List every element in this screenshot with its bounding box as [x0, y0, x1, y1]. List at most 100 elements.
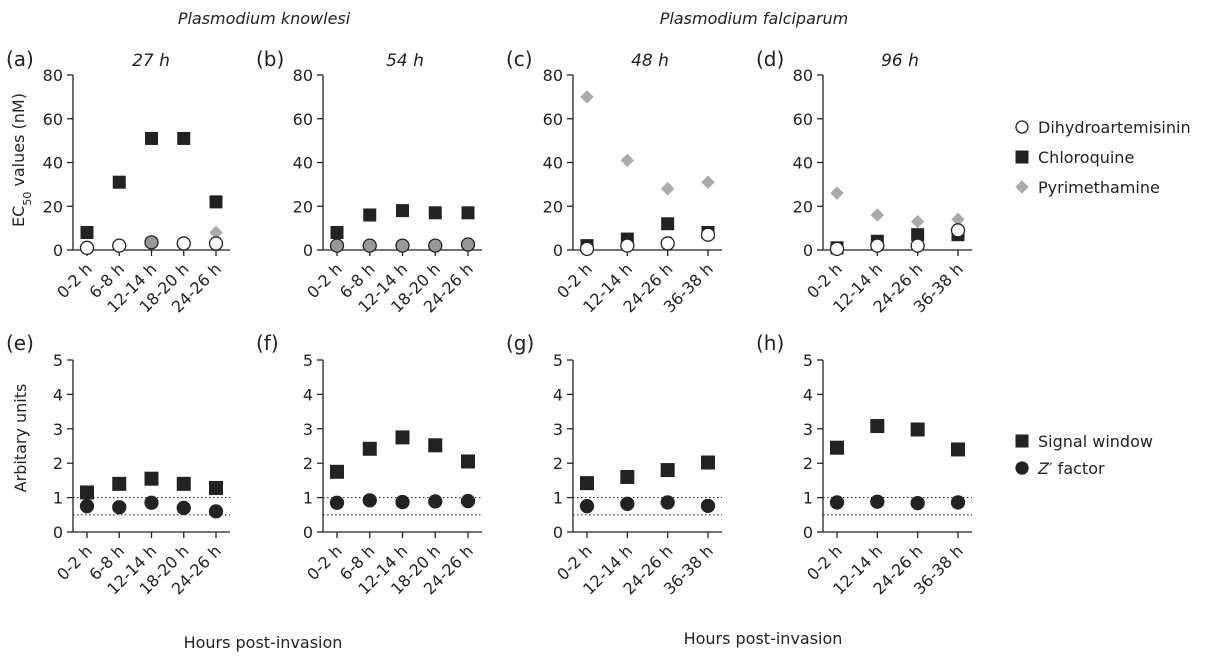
panel-title: 27 h — [132, 51, 170, 71]
x-tick-label: 0-2 h — [303, 541, 346, 584]
data-point — [329, 495, 345, 510]
y-tick-label: 0 — [553, 241, 563, 260]
panel-title: 48 h — [631, 51, 669, 71]
panel-label: (f) — [256, 331, 279, 355]
data-point — [395, 430, 410, 445]
y-tick-label: 0 — [553, 523, 563, 542]
data-point — [176, 500, 191, 516]
y-tick-label: 40 — [43, 154, 63, 173]
data-point — [660, 182, 675, 196]
data-point — [79, 499, 95, 514]
panel-label: (g) — [506, 331, 534, 355]
panel-label: (c) — [506, 47, 533, 71]
y-tick-label: 5 — [553, 351, 563, 370]
legend-bottom: Signal window Z′ factor — [1015, 432, 1153, 478]
axis-lines — [322, 75, 482, 251]
data-point — [951, 442, 965, 457]
data-point — [112, 175, 126, 189]
y-tick-label: 3 — [803, 420, 813, 439]
data-point — [950, 223, 966, 238]
y-tick-label: 40 — [793, 154, 813, 173]
y-tick-label: 2 — [303, 454, 313, 473]
data-point — [620, 469, 635, 484]
data-point — [461, 206, 475, 220]
panel-label: (h) — [756, 331, 784, 355]
data-point — [700, 227, 716, 242]
data-point — [701, 175, 715, 189]
data-point — [362, 441, 377, 456]
data-point — [144, 495, 159, 510]
y-tick-label: 0 — [803, 241, 813, 260]
y-tick-label: 80 — [543, 66, 563, 85]
data-point — [330, 226, 344, 239]
legend-label: Pyrimethamine — [1038, 178, 1160, 197]
data-point — [620, 496, 635, 511]
data-point — [112, 476, 127, 491]
y-tick-label: 1 — [303, 489, 313, 508]
data-point — [80, 485, 94, 500]
data-point — [428, 438, 443, 453]
data-point — [112, 500, 127, 515]
y-tick-label: 4 — [553, 385, 563, 404]
y-tick-label: 0 — [303, 241, 313, 260]
data-point — [870, 238, 885, 253]
data-point — [870, 419, 885, 434]
panel-label: (d) — [756, 47, 784, 71]
y-tick-label: 40 — [543, 154, 563, 173]
y-tick-label: 4 — [303, 385, 313, 404]
data-point — [950, 495, 966, 510]
data-point — [579, 241, 595, 257]
x-tick-label: 0-2 h — [303, 259, 346, 302]
x-tick-label: 0-2 h — [53, 259, 96, 302]
legend-marker — [1015, 180, 1029, 194]
legend-label: Z′ factor — [1037, 459, 1105, 478]
y-tick-label: 3 — [303, 420, 313, 439]
axis-lines — [822, 75, 972, 251]
data-point — [910, 238, 925, 253]
data-point — [362, 238, 377, 253]
data-point — [460, 493, 476, 509]
y-tick-label: 1 — [553, 489, 563, 508]
y-tick-label: 2 — [803, 454, 813, 473]
data-point — [80, 226, 94, 239]
species-label-knowlesi: Plasmodium knowlesi — [178, 9, 351, 28]
y-tick-label: 20 — [43, 197, 63, 216]
y-tick-label: 5 — [803, 351, 813, 370]
species-label-falciparum: Plasmodium falciparum — [660, 9, 848, 28]
y-tick-label: 40 — [293, 154, 313, 173]
data-point — [176, 236, 191, 251]
data-point — [620, 238, 635, 253]
legend-marker — [1015, 461, 1029, 475]
data-point — [428, 238, 443, 253]
data-point — [396, 204, 409, 218]
y-tick-label: 20 — [293, 197, 313, 216]
data-point — [870, 208, 885, 222]
legend-label: Signal window — [1038, 432, 1153, 451]
y-tick-label: 0 — [53, 523, 63, 542]
y-tick-label: 60 — [793, 110, 813, 129]
data-point — [579, 499, 595, 514]
data-point — [145, 131, 158, 145]
data-point — [829, 495, 845, 510]
data-point — [395, 238, 410, 253]
xlabel-right: Hours post-invasion — [684, 629, 843, 648]
legend-label: Dihydroartemisinin — [1038, 118, 1191, 137]
data-point — [144, 235, 159, 250]
data-point — [461, 454, 475, 469]
y-tick-label: 5 — [303, 351, 313, 370]
x-tick-label: 0-2 h — [53, 541, 96, 584]
y-tick-label: 20 — [543, 197, 563, 216]
row2-ylabel: Arbitary units — [11, 384, 30, 493]
data-point — [208, 236, 224, 251]
xlabel-left: Hours post-invasion — [184, 633, 343, 652]
panel-label: (e) — [6, 331, 34, 355]
legend-top: Dihydroartemisinin Chloroquine Pyrimethami… — [1015, 118, 1191, 197]
row1-ylabel: EC50 values (nM) — [9, 93, 34, 227]
y-tick-label: 1 — [53, 489, 63, 508]
data-point — [209, 195, 223, 209]
